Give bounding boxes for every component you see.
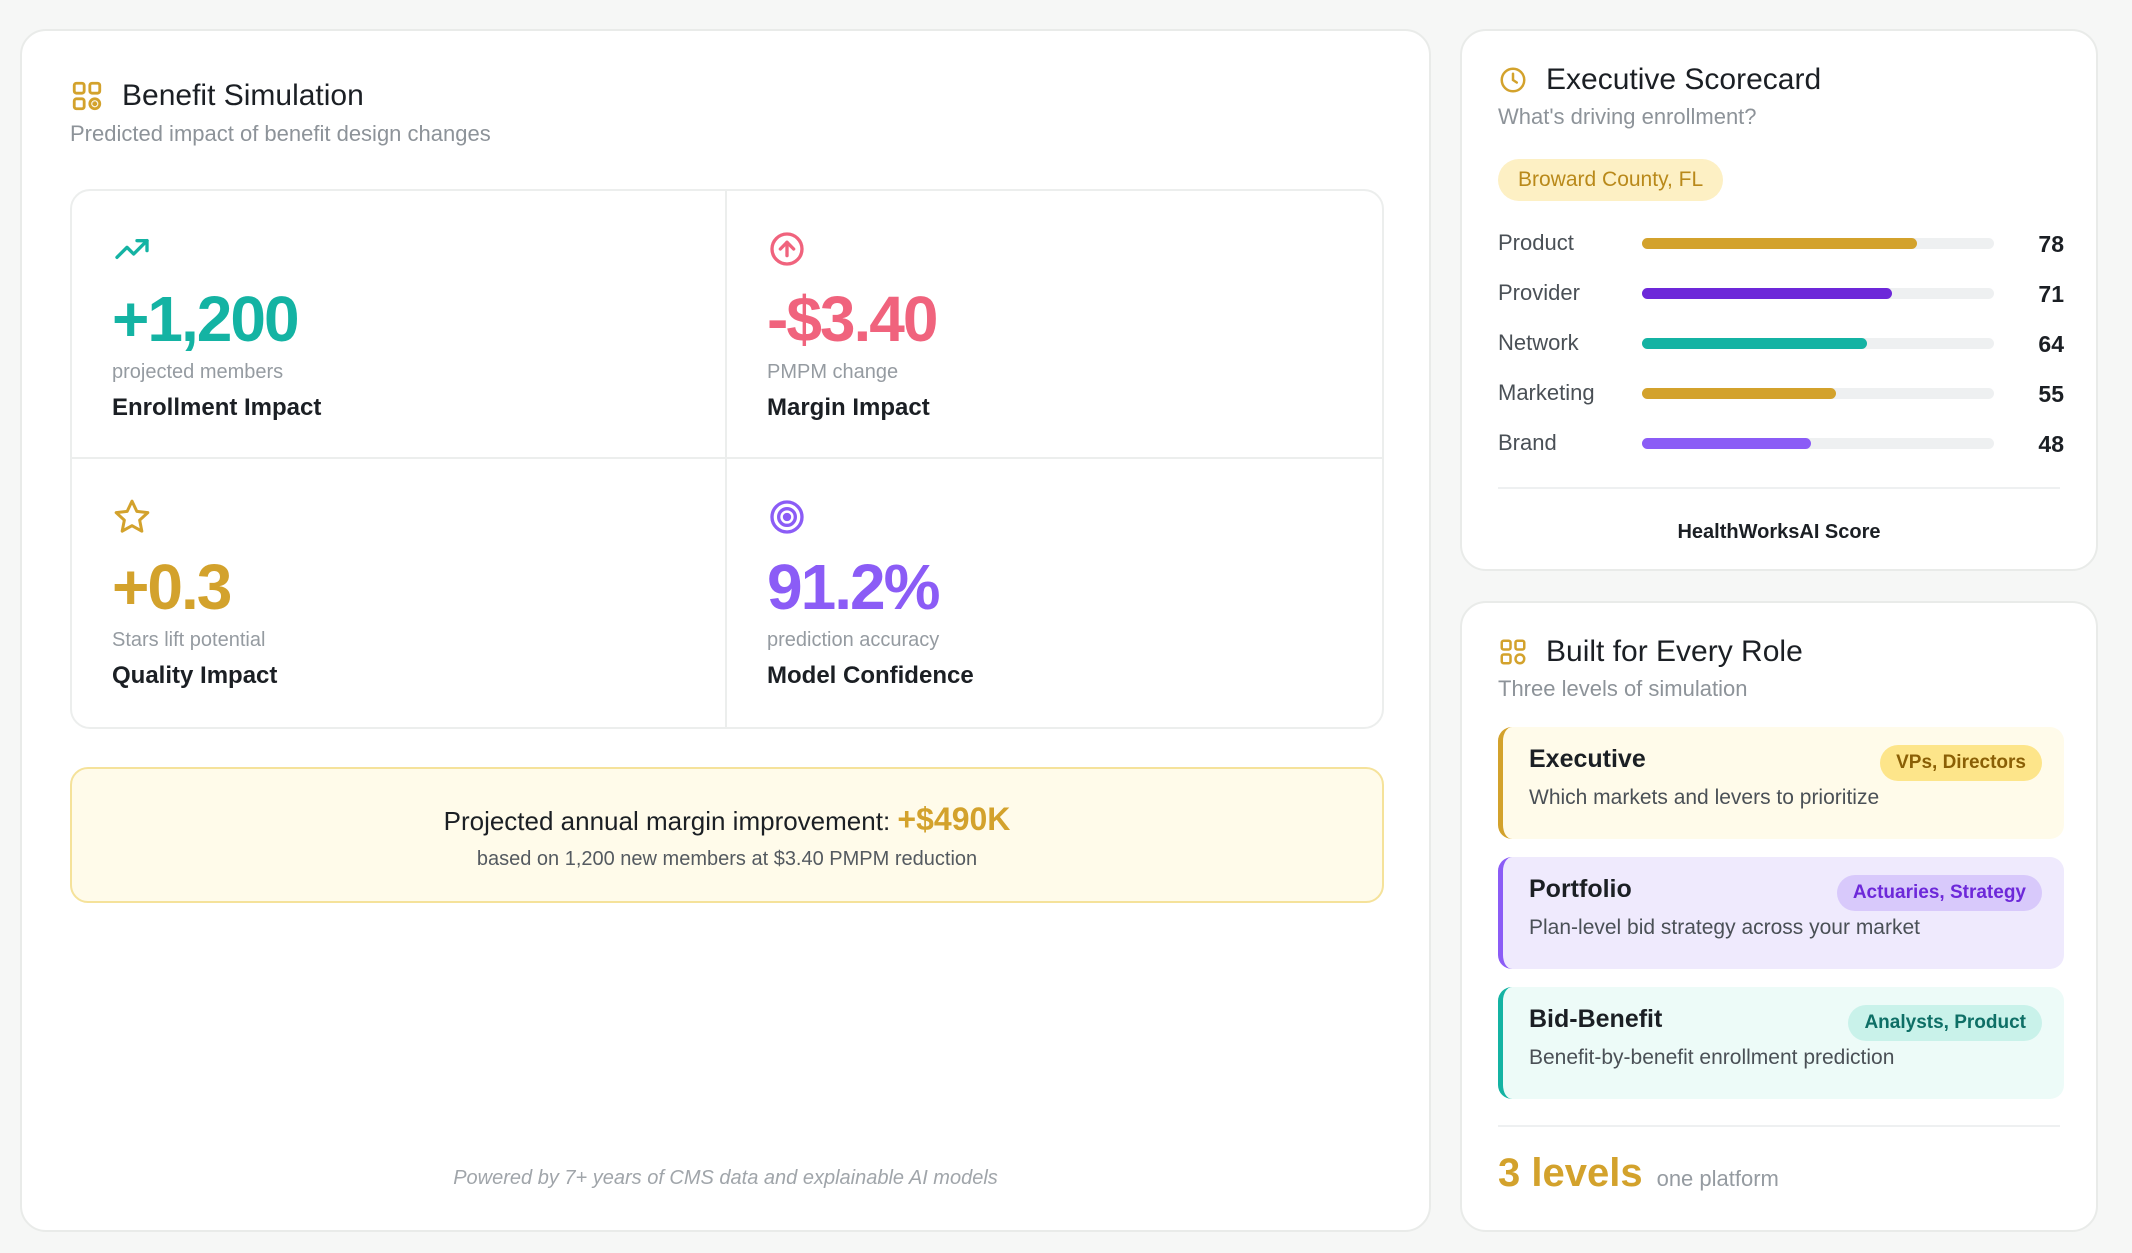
score-list: Product 78 Provider 71 Network 64 Market… (1498, 227, 2064, 477)
score-value: 64 (2038, 331, 2064, 357)
scorecard-title: Executive Scorecard (1546, 63, 1822, 96)
score-row: Product 78 (1498, 227, 2064, 277)
role-name: Executive (1529, 745, 1646, 773)
scorecard-header: Executive Scorecard (1498, 63, 1821, 97)
score-bar-fill (1642, 338, 1868, 349)
metric-label: Model Confidence (767, 662, 974, 689)
score-value: 78 (2038, 231, 2064, 257)
score-label: Network (1498, 330, 1579, 355)
score-label: Brand (1498, 430, 1557, 455)
grid-plus-icon (72, 81, 102, 111)
page-subtitle: Predicted impact of benefit design chang… (70, 121, 491, 146)
score-label: Marketing (1498, 380, 1595, 405)
grid-plus-icon (1500, 639, 1526, 665)
role-description: Plan-level bid strategy across your mark… (1529, 916, 1920, 939)
score-value: 71 (2038, 281, 2064, 307)
role-bid-benefit[interactable]: Bid-Benefit Benefit-by-benefit enrollmen… (1498, 987, 2064, 1099)
role-badge: Analysts, Product (1848, 1005, 2042, 1041)
metric-value: +1,200 (112, 283, 300, 355)
role-portfolio[interactable]: Portfolio Plan-level bid strategy across… (1498, 857, 2064, 969)
score-row: Brand 48 (1498, 427, 2064, 477)
score-row: Network 64 (1498, 327, 2064, 377)
metric-model-confidence: 91.2% prediction accuracy Model Confiden… (727, 459, 1382, 727)
role-badge: VPs, Directors (1880, 745, 2042, 781)
levels-count: 3 levels (1498, 1151, 1643, 1195)
role-badge: Actuaries, Strategy (1836, 875, 2042, 911)
banner-label: Projected annual margin improvement: (443, 806, 891, 836)
trending-up-icon (115, 239, 149, 259)
banner-subtext: based on 1,200 new members at $3.40 PMPM… (476, 848, 978, 870)
metric-enrollment-impact: +1,200 projected members Enrollment Impa… (72, 191, 727, 459)
role-name: Bid-Benefit (1529, 1005, 1663, 1033)
roles-footer: 3 levels one platform (1498, 1151, 1779, 1196)
metric-caption: Stars lift potential (112, 629, 266, 651)
banner-amount: +$490K (897, 801, 1011, 837)
score-bar-fill (1642, 238, 1917, 249)
scorecard-subtitle: What's driving enrollment? (1498, 104, 1757, 129)
role-executive[interactable]: Executive Which markets and levers to pr… (1498, 727, 2064, 839)
score-bar-track (1642, 238, 1994, 249)
score-bar-track (1642, 338, 1994, 349)
benefit-simulation-header: Benefit Simulation (70, 79, 364, 113)
arrow-up-circle-icon (770, 232, 804, 266)
metric-label: Enrollment Impact (112, 394, 322, 421)
scorecard-footer: HealthWorksAI Score (1677, 521, 1881, 543)
county-badge[interactable]: Broward County, FL (1498, 159, 1724, 201)
margin-improvement-banner: Projected annual margin improvement: +$4… (70, 767, 1384, 903)
benefit-simulation-card: Benefit Simulation Predicted impact of b… (20, 29, 1431, 1232)
score-bar-fill (1642, 288, 1892, 299)
metric-caption: prediction accuracy (767, 629, 940, 651)
powered-by-note: Powered by 7+ years of CMS data and expl… (453, 1167, 998, 1189)
role-name: Portfolio (1529, 875, 1632, 903)
metric-label: Quality Impact (112, 662, 278, 689)
roles-card: Built for Every Role Three levels of sim… (1460, 601, 2098, 1232)
score-value: 48 (2038, 431, 2064, 457)
role-description: Benefit-by-benefit enrollment prediction (1529, 1046, 1895, 1069)
metrics-grid: +1,200 projected members Enrollment Impa… (70, 189, 1384, 729)
divider (1498, 487, 2060, 489)
metric-quality-impact: +0.3 Stars lift potential Quality Impact (72, 459, 727, 727)
metric-caption: PMPM change (767, 361, 899, 383)
score-bar-fill (1642, 438, 1811, 449)
metric-value: -$3.40 (767, 283, 938, 355)
metric-caption: projected members (112, 361, 284, 383)
star-icon (114, 499, 150, 533)
score-bar-track (1642, 388, 1994, 399)
score-label: Provider (1498, 280, 1580, 305)
score-value: 55 (2038, 381, 2064, 407)
score-bar-fill (1642, 388, 1836, 399)
score-bar-track (1642, 288, 1994, 299)
banner-text: Projected annual margin improvement: +$4… (72, 801, 1382, 838)
role-description: Which markets and levers to prioritize (1529, 786, 1880, 809)
platform-label: one platform (1656, 1166, 1779, 1191)
executive-scorecard-card: Executive Scorecard What's driving enrol… (1460, 29, 2098, 571)
score-row: Marketing 55 (1498, 377, 2064, 427)
metric-margin-impact: -$3.40 PMPM change Margin Impact (727, 191, 1382, 459)
score-row: Provider 71 (1498, 277, 2064, 327)
roles-title: Built for Every Role (1546, 635, 1803, 668)
metric-value: +0.3 (112, 551, 232, 623)
roles-subtitle: Three levels of simulation (1498, 676, 1748, 701)
score-bar-track (1642, 438, 1994, 449)
target-icon (770, 500, 804, 534)
metric-value: 91.2% (767, 551, 940, 623)
clock-icon (1500, 67, 1526, 93)
divider (1498, 1125, 2060, 1127)
metric-label: Margin Impact (767, 394, 930, 421)
page-title: Benefit Simulation (122, 79, 364, 112)
score-label: Product (1498, 230, 1574, 255)
roles-header: Built for Every Role (1498, 635, 1803, 669)
